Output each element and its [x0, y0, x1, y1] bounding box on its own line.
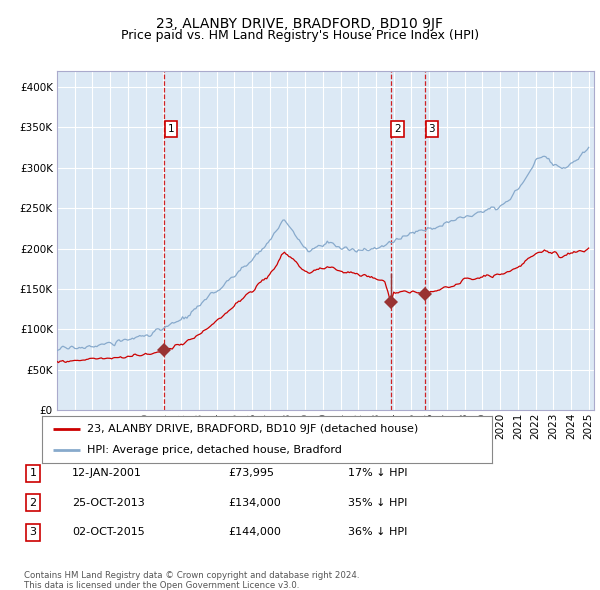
Text: Contains HM Land Registry data © Crown copyright and database right 2024.
This d: Contains HM Land Registry data © Crown c… — [24, 571, 359, 590]
Text: 1: 1 — [29, 468, 37, 478]
Text: 3: 3 — [428, 124, 435, 134]
Text: 2: 2 — [394, 124, 401, 134]
Text: 35% ↓ HPI: 35% ↓ HPI — [348, 498, 407, 507]
Text: 2: 2 — [29, 498, 37, 507]
Text: 1: 1 — [168, 124, 175, 134]
Text: HPI: Average price, detached house, Bradford: HPI: Average price, detached house, Brad… — [87, 445, 342, 455]
Text: 25-OCT-2013: 25-OCT-2013 — [72, 498, 145, 507]
Text: 23, ALANBY DRIVE, BRADFORD, BD10 9JF: 23, ALANBY DRIVE, BRADFORD, BD10 9JF — [157, 17, 443, 31]
Text: 23, ALANBY DRIVE, BRADFORD, BD10 9JF (detached house): 23, ALANBY DRIVE, BRADFORD, BD10 9JF (de… — [87, 424, 418, 434]
Text: 17% ↓ HPI: 17% ↓ HPI — [348, 468, 407, 478]
Text: 36% ↓ HPI: 36% ↓ HPI — [348, 527, 407, 537]
Text: £144,000: £144,000 — [228, 527, 281, 537]
Text: 3: 3 — [29, 527, 37, 537]
Text: 02-OCT-2015: 02-OCT-2015 — [72, 527, 145, 537]
Text: £73,995: £73,995 — [228, 468, 274, 478]
Text: Price paid vs. HM Land Registry's House Price Index (HPI): Price paid vs. HM Land Registry's House … — [121, 30, 479, 42]
Text: £134,000: £134,000 — [228, 498, 281, 507]
Text: 12-JAN-2001: 12-JAN-2001 — [72, 468, 142, 478]
